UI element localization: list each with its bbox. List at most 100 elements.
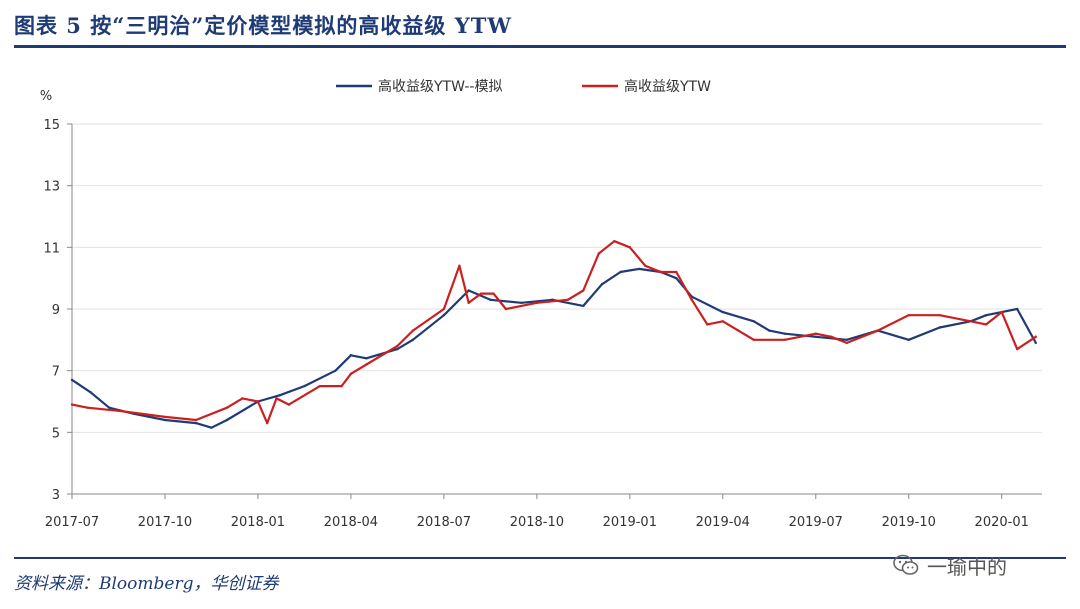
series-1-point-41 bbox=[876, 329, 879, 332]
y-tick-label-2: 7 bbox=[52, 365, 60, 380]
series-0-point-40 bbox=[1034, 341, 1038, 345]
series-1-point-19 bbox=[467, 301, 470, 305]
x-tick-label-2: 2018-01 bbox=[231, 515, 285, 530]
y-tick-label-5: 13 bbox=[43, 180, 60, 195]
series-0-point-1 bbox=[89, 391, 92, 394]
y-tick-label-0: 3 bbox=[52, 488, 60, 503]
series-1-point-2 bbox=[117, 409, 120, 412]
y-tick-label-4: 11 bbox=[43, 241, 60, 256]
series-1-point-18 bbox=[458, 264, 461, 268]
series-1-point-31 bbox=[675, 270, 678, 274]
series-1-point-33 bbox=[706, 323, 709, 326]
series-0-point-13 bbox=[365, 357, 368, 360]
series-1-point-22 bbox=[504, 307, 508, 311]
title-row: 图表 5 按“三明治”定价模型模拟的高收益级 YTW bbox=[14, 10, 1066, 44]
series-0-point-22 bbox=[600, 283, 604, 286]
series-0-point-4 bbox=[163, 418, 167, 422]
footer-divider bbox=[14, 557, 1066, 559]
series-1-point-30 bbox=[659, 270, 663, 274]
y-axis-unit: % bbox=[40, 89, 52, 104]
title-divider bbox=[14, 45, 1066, 48]
series-0-point-7 bbox=[225, 418, 229, 422]
series-1-point-45 bbox=[985, 323, 988, 326]
series-0-point-6 bbox=[210, 426, 213, 429]
series-0-point-18 bbox=[489, 298, 492, 301]
series-1-point-17 bbox=[442, 307, 446, 311]
page-title: 图表 5 按“三明治”定价模型模拟的高收益级 YTW bbox=[14, 13, 512, 38]
series-1-point-5 bbox=[225, 406, 229, 409]
series-1-point-4 bbox=[194, 418, 198, 422]
series-1-point-25 bbox=[582, 289, 585, 292]
x-tick-label-1: 2017-10 bbox=[138, 515, 192, 530]
series-1-point-48 bbox=[1034, 335, 1038, 338]
legend-label-0: 高收益级YTW--模拟 bbox=[378, 78, 502, 95]
series-1-point-34 bbox=[721, 320, 724, 323]
series-1-point-21 bbox=[492, 292, 495, 295]
series-1-point-47 bbox=[1016, 347, 1019, 351]
series-1-point-10 bbox=[287, 403, 291, 406]
series-0-point-16 bbox=[442, 313, 446, 317]
source-note: 资料来源：Bloomberg，华创证券 bbox=[14, 574, 279, 594]
x-tick-label-7: 2019-04 bbox=[696, 515, 750, 530]
series-1-point-44 bbox=[969, 320, 972, 323]
series-1-point-29 bbox=[644, 264, 647, 268]
series-1-point-36 bbox=[752, 338, 755, 342]
series-0-point-31 bbox=[783, 332, 786, 335]
series-0-point-29 bbox=[752, 320, 755, 323]
series-line-1 bbox=[71, 240, 1037, 425]
x-tick-label-0: 2017-07 bbox=[45, 515, 99, 530]
series-1-point-28 bbox=[628, 246, 632, 249]
series-0-point-38 bbox=[985, 313, 988, 317]
series-0-point-23 bbox=[619, 270, 622, 274]
series-0-point-19 bbox=[520, 301, 523, 305]
series-1-point-23 bbox=[535, 301, 539, 305]
series-1-point-43 bbox=[938, 313, 941, 317]
series-1-point-27 bbox=[613, 239, 616, 243]
y-tick-label-6: 15 bbox=[43, 118, 60, 133]
series-0-point-36 bbox=[938, 326, 941, 329]
series-0-point-26 bbox=[675, 276, 678, 280]
series-0-point-39 bbox=[1016, 307, 1019, 311]
series-0-point-9 bbox=[278, 394, 281, 397]
x-tick-label-3: 2018-04 bbox=[324, 515, 378, 530]
wechat-icon bbox=[893, 554, 919, 576]
series-1-point-32 bbox=[690, 298, 694, 301]
series-0-point-33 bbox=[845, 338, 848, 342]
series-1-point-26 bbox=[597, 252, 601, 255]
series-1-point-16 bbox=[411, 329, 415, 332]
series-1-point-40 bbox=[845, 341, 848, 345]
series-1-point-1 bbox=[86, 406, 89, 409]
series-0-point-0 bbox=[70, 378, 74, 382]
series-0-point-35 bbox=[907, 338, 910, 342]
series-0-point-28 bbox=[721, 310, 724, 314]
series-1-point-24 bbox=[566, 298, 570, 301]
series-0-point-30 bbox=[768, 329, 771, 332]
y-tick-label-3: 9 bbox=[52, 303, 60, 318]
series-1-point-39 bbox=[830, 335, 833, 338]
series-1-point-14 bbox=[365, 363, 368, 366]
series-1-point-46 bbox=[1000, 310, 1003, 314]
x-tick-label-4: 2018-07 bbox=[417, 515, 471, 530]
series-0-point-17 bbox=[467, 289, 470, 292]
series-0-point-14 bbox=[396, 347, 399, 351]
series-1-point-8 bbox=[266, 421, 269, 425]
series-1-point-7 bbox=[256, 400, 260, 403]
watermark-text: 一瑜中的 bbox=[927, 554, 1007, 579]
x-tick-label-5: 2018-10 bbox=[510, 515, 564, 530]
series-0-point-2 bbox=[107, 406, 111, 409]
series-1-point-13 bbox=[349, 372, 353, 375]
series-1-point-3 bbox=[163, 415, 167, 419]
x-tick-label-8: 2019-07 bbox=[789, 515, 843, 530]
series-1-point-20 bbox=[479, 292, 483, 295]
series-1-point-38 bbox=[814, 332, 817, 335]
series-1-point-11 bbox=[318, 384, 322, 388]
series-0-point-12 bbox=[349, 354, 353, 357]
series-1-point-37 bbox=[783, 338, 786, 342]
x-tick-label-10: 2020-01 bbox=[975, 515, 1029, 530]
series-0-point-5 bbox=[194, 421, 198, 425]
x-tick-label-6: 2019-01 bbox=[603, 515, 657, 530]
series-1-point-0 bbox=[70, 403, 74, 406]
series-0-point-10 bbox=[303, 384, 306, 388]
series-1-point-6 bbox=[241, 397, 244, 400]
legend-label-1: 高收益级YTW bbox=[624, 78, 711, 95]
